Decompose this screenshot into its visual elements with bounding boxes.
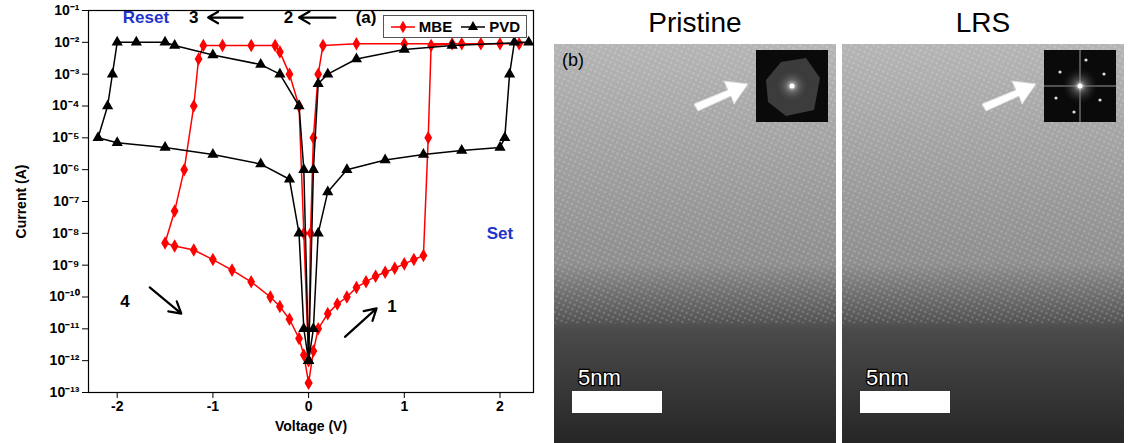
svg-text:(a): (a) (355, 8, 377, 27)
svg-text:5nm: 5nm (866, 365, 909, 390)
svg-text:-1: -1 (207, 398, 220, 414)
svg-text:10⁻²: 10⁻² (54, 34, 80, 50)
svg-text:10⁻¹: 10⁻¹ (54, 2, 80, 18)
svg-text:Set: Set (487, 224, 514, 243)
svg-text:10⁻⁹: 10⁻⁹ (52, 257, 79, 273)
svg-text:4: 4 (120, 292, 130, 311)
svg-text:2: 2 (283, 8, 294, 27)
svg-text:Current (A): Current (A) (13, 165, 29, 239)
svg-text:10⁻⁷: 10⁻⁷ (53, 193, 80, 209)
svg-text:0: 0 (305, 398, 313, 414)
svg-text:Pristine: Pristine (648, 7, 741, 38)
svg-text:5nm: 5nm (578, 365, 621, 390)
svg-text:10⁻¹⁰: 10⁻¹⁰ (49, 288, 79, 304)
svg-text:10⁻⁸: 10⁻⁸ (52, 225, 79, 241)
svg-text:10⁻⁴: 10⁻⁴ (52, 97, 80, 113)
html-text:MBE: MBE (418, 18, 453, 35)
svg-text:10⁻⁶: 10⁻⁶ (52, 161, 79, 177)
html-text:PVD: PVD (489, 18, 520, 35)
svg-text:10⁻¹²: 10⁻¹² (50, 352, 80, 368)
svg-text:1: 1 (400, 398, 408, 414)
svg-text:2: 2 (496, 398, 504, 414)
svg-text:Voltage (V): Voltage (V) (275, 418, 347, 434)
svg-text:-2: -2 (111, 398, 124, 414)
svg-text:3: 3 (189, 8, 199, 27)
svg-text:10⁻³: 10⁻³ (54, 66, 80, 82)
svg-text:10⁻¹³: 10⁻¹³ (50, 384, 80, 400)
svg-text:Reset: Reset (122, 8, 170, 27)
svg-text:(b): (b) (562, 50, 584, 70)
svg-text:10⁻¹¹: 10⁻¹¹ (50, 320, 80, 336)
svg-text:1: 1 (387, 297, 396, 316)
svg-text:LRS: LRS (956, 7, 1010, 38)
svg-text:10⁻⁵: 10⁻⁵ (52, 129, 79, 145)
